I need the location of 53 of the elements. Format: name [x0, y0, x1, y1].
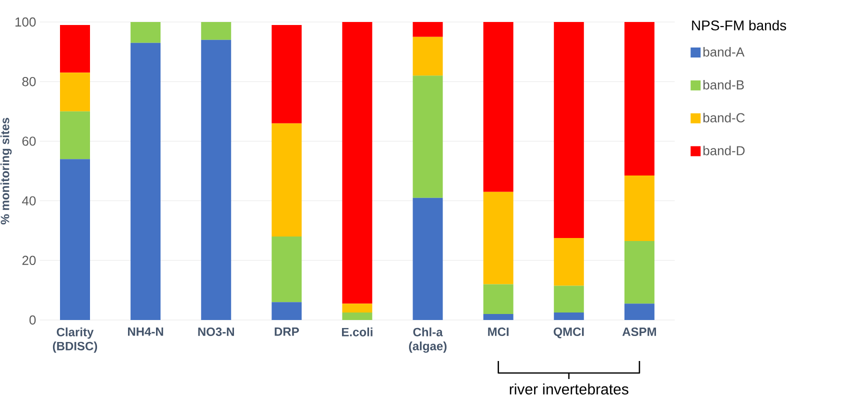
bar: [272, 236, 302, 302]
legend-label: band-A: [703, 47, 744, 57]
bar: [60, 24, 90, 73]
y-tick-label: 100: [15, 17, 36, 27]
x-tick-label: NH4-N: [128, 328, 164, 336]
bar: [624, 241, 654, 304]
y-tick-label: 0: [29, 315, 36, 325]
bar: [201, 40, 232, 320]
x-tick-label: Chl-a (algae): [409, 328, 447, 353]
bar: [554, 22, 584, 238]
x-tick-label: MCI: [488, 328, 509, 336]
bar: [272, 123, 302, 237]
bar: [624, 175, 654, 242]
bar: [60, 159, 90, 320]
bar: [624, 304, 654, 320]
x-tick-label: NO3-N: [198, 328, 234, 336]
legend-label: band-C: [703, 112, 745, 122]
bar: [483, 314, 514, 320]
legend-title: NPS-FM bands: [692, 20, 786, 30]
x-tick-label: Clarity (BDISC): [52, 328, 98, 353]
bar: [60, 111, 90, 160]
x-tick-label: E.coli: [342, 328, 372, 336]
bar: [412, 198, 443, 320]
bar: [272, 302, 302, 320]
bar: [412, 76, 443, 198]
bar: [483, 192, 514, 284]
bar: [554, 312, 584, 320]
bar: [272, 24, 302, 124]
bar: [130, 42, 161, 320]
bar: [60, 72, 90, 112]
bar: [342, 312, 372, 320]
bar: [483, 284, 514, 314]
bar: [342, 22, 372, 304]
y-tick-label: 40: [22, 196, 36, 206]
bar: [412, 36, 443, 76]
y-axis-title: % monitoring sites: [0, 118, 12, 224]
x-tick-label: QMCI: [554, 328, 584, 338]
bar: [554, 238, 584, 286]
bar: [412, 22, 443, 37]
x-tick-label: ASPM: [622, 328, 656, 336]
y-tick-label: 80: [22, 76, 36, 86]
legend-label: band-B: [703, 80, 744, 90]
bar: [483, 22, 514, 192]
y-tick-label: 20: [22, 256, 36, 265]
text: river invertebrates: [510, 384, 628, 395]
bar: [342, 304, 372, 313]
y-tick-label: 60: [22, 136, 36, 146]
bar: [624, 22, 654, 176]
legend-label: band-D: [703, 146, 745, 156]
bar: [554, 286, 584, 313]
x-tick-label: DRP: [274, 328, 299, 336]
bar: [201, 22, 232, 40]
bar: [130, 22, 161, 43]
